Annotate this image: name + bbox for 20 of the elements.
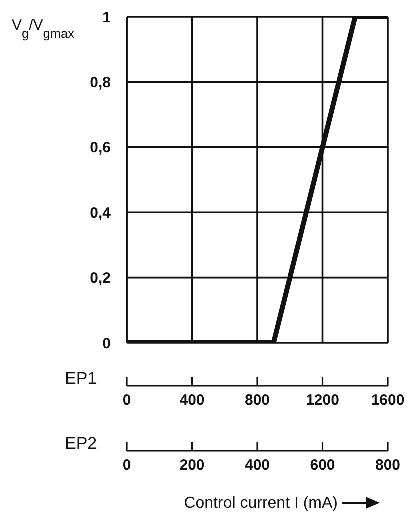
x-tick-label: 1200 bbox=[306, 392, 340, 409]
y-tick-label: 0,4 bbox=[90, 204, 112, 222]
text: EP2 bbox=[65, 434, 98, 453]
x2-tick-label: 0 bbox=[122, 457, 132, 474]
x-tick-label: 400 bbox=[180, 392, 205, 409]
y-tick-label: 0,6 bbox=[90, 140, 111, 157]
y-tick-label: 0,2 bbox=[90, 270, 111, 288]
x2-tick-label: 200 bbox=[180, 457, 205, 474]
x2-tick-label: 600 bbox=[310, 457, 336, 474]
x-tick-label: 800 bbox=[244, 392, 270, 409]
y-tick-label: 0 bbox=[102, 335, 111, 352]
text: EP1 bbox=[65, 369, 98, 388]
x2-tick-label: 400 bbox=[244, 457, 270, 474]
x-tick-label: 0 bbox=[122, 392, 132, 409]
x-axis-title: Control current I (mA) bbox=[184, 495, 338, 512]
y-tick-label: 1 bbox=[102, 9, 111, 26]
y-axis-title: V$_{g}$/V$_{gmax}$ bbox=[12, 17, 76, 40]
y-tick-label: 0,8 bbox=[90, 74, 111, 92]
x2-tick-label: 800 bbox=[375, 457, 401, 474]
x-tick-label: 1600 bbox=[371, 392, 405, 409]
